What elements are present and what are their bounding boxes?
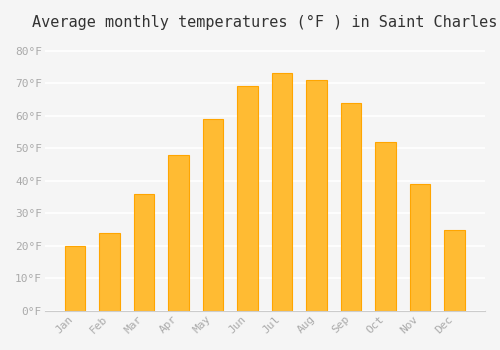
Bar — [134, 194, 154, 311]
Bar — [100, 233, 120, 311]
Bar — [238, 86, 258, 311]
Bar — [341, 103, 361, 311]
Title: Average monthly temperatures (°F ) in Saint Charles: Average monthly temperatures (°F ) in Sa… — [32, 15, 498, 30]
Bar — [65, 246, 86, 311]
Bar — [410, 184, 430, 311]
Bar — [168, 155, 189, 311]
Bar — [444, 230, 465, 311]
Bar — [306, 80, 327, 311]
Bar — [203, 119, 224, 311]
Bar — [272, 74, 292, 311]
Bar — [376, 142, 396, 311]
